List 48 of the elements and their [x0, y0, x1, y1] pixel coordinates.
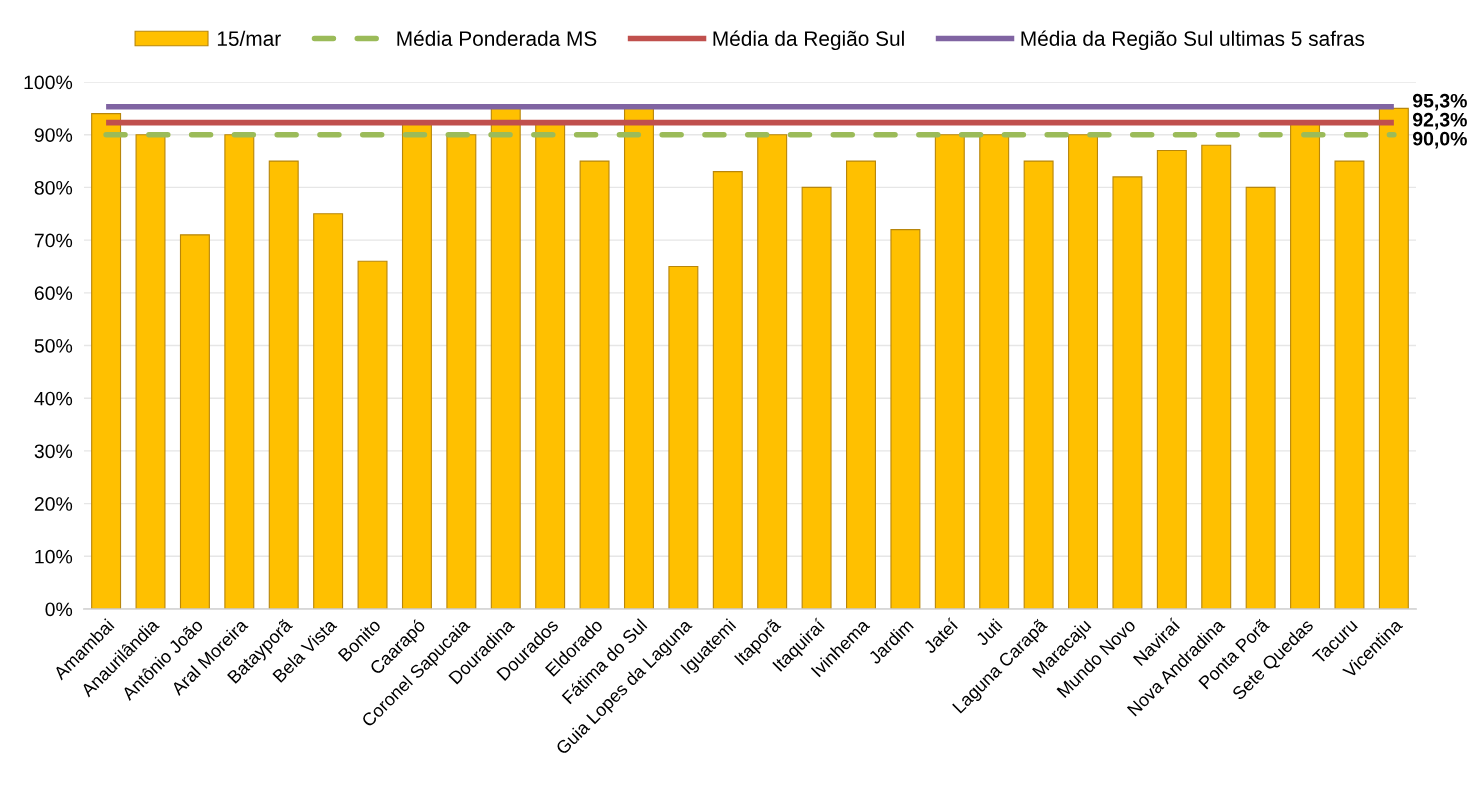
- bar: [890, 229, 921, 609]
- bar: [179, 234, 210, 609]
- bar: [757, 134, 788, 609]
- legend-label: Média da Região Sul: [713, 30, 904, 51]
- bar: [623, 107, 654, 609]
- bar: [268, 160, 299, 609]
- bar: [135, 134, 166, 609]
- y-tick-label: 10%: [35, 549, 73, 564]
- bar: [1112, 176, 1143, 609]
- bar: [1156, 149, 1187, 609]
- y-tick-label: 100%: [24, 75, 73, 90]
- legend-label: Média da Região Sul ultimas 5 safras: [1021, 30, 1365, 51]
- y-tick-label: 80%: [34, 180, 73, 195]
- bar: [979, 134, 1010, 609]
- bar: [446, 134, 477, 609]
- bar: [535, 123, 566, 609]
- bar: [712, 171, 743, 609]
- bar: [1245, 186, 1276, 609]
- data-label: 92,3%: [1412, 112, 1467, 130]
- y-tick-label: 30%: [34, 444, 73, 459]
- y-tick-label: 40%: [34, 391, 73, 406]
- y-tick-label: 0%: [45, 602, 73, 617]
- bar: [401, 123, 432, 609]
- bar: [313, 213, 344, 609]
- bar: [668, 265, 699, 609]
- legend-label: Média Ponderada MS: [397, 30, 597, 46]
- bar: [1023, 160, 1054, 609]
- bar: [1201, 144, 1232, 609]
- y-tick-label: 90%: [34, 128, 73, 142]
- bar: [1068, 134, 1099, 609]
- bar: [934, 134, 965, 609]
- y-tick-label: 60%: [34, 286, 73, 301]
- bar: [846, 160, 876, 609]
- data-label: 95,3%: [1412, 93, 1467, 111]
- bar: [1290, 123, 1321, 609]
- y-tick-label: 20%: [34, 497, 73, 511]
- legend-label: 15/mar: [217, 30, 281, 46]
- bar: [1334, 160, 1365, 609]
- bar: [224, 134, 255, 609]
- bar: [91, 113, 122, 609]
- y-tick-label: 70%: [34, 233, 73, 248]
- y-tick-label: 50%: [34, 338, 73, 353]
- bar: [801, 186, 832, 609]
- data-label: 90,0%: [1412, 131, 1467, 149]
- bar: [579, 160, 610, 609]
- bar: [1378, 107, 1409, 609]
- bar: [357, 260, 388, 609]
- bar: [490, 107, 521, 609]
